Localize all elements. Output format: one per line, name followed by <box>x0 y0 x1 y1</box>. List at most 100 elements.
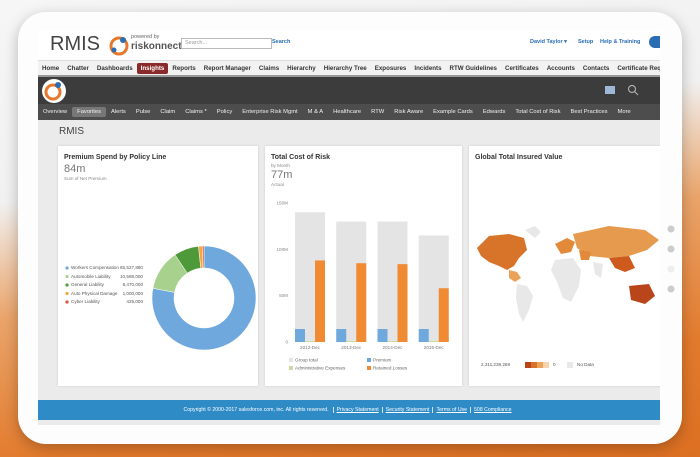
legend-label: Cyber Liability <box>71 299 100 304</box>
nav-tab[interactable]: Insights <box>136 62 169 74</box>
sub-nav-item[interactable]: Total Cost of Risk <box>515 109 561 115</box>
legend-label: General Liability <box>71 282 104 287</box>
footer-link[interactable]: Privacy Statement <box>332 407 382 413</box>
bar <box>387 341 398 342</box>
legend-swatch <box>65 291 69 296</box>
map-card: Global Total Insured Value 2,311,239,268… <box>469 146 660 386</box>
y-tick-label: 100M <box>277 247 289 252</box>
legend-label: Administrative Expenses <box>295 366 346 371</box>
search-icon[interactable] <box>627 84 639 96</box>
legend-label: Automobile Liability <box>71 273 111 279</box>
legend-swatch <box>65 266 69 270</box>
tab-bar: Home Chatter Dashboards Insights Reports Repo… <box>38 60 660 77</box>
header-link[interactable]: Setup <box>578 39 594 45</box>
legend-swatch <box>367 358 371 362</box>
y-tick-label: 0 <box>285 340 288 345</box>
sub-nav-item[interactable]: Claim <box>160 109 176 115</box>
legend-value: 1,000,000 <box>122 290 143 296</box>
bar <box>336 329 347 342</box>
page-title: RMIS <box>59 126 84 137</box>
card-title: Premium Spend by Policy Line <box>64 154 167 161</box>
sub-nav-item[interactable]: Pulse <box>135 109 151 115</box>
legend-swatch <box>65 300 69 304</box>
legend-min: 0 <box>553 362 556 367</box>
nav-tab[interactable]: Certificates <box>505 64 539 72</box>
brand-logo <box>109 36 129 56</box>
sub-nav-item[interactable]: Policy <box>216 109 233 115</box>
legend-value: 10,588,000 <box>120 273 143 279</box>
bar <box>315 260 325 342</box>
legend-no-data: No Data <box>577 362 594 367</box>
footer-link[interactable]: Security Statement <box>381 407 433 413</box>
donut-card: Premium Spend by Policy Line 84m Sum of Ne… <box>58 146 258 386</box>
tablet: RMIS powered by riskonnect Search... Sea… <box>18 12 682 444</box>
app-logo <box>42 79 66 103</box>
sub-nav-item[interactable]: RTW <box>371 109 385 115</box>
bar-chart: 0 50M 100M 150M 2012-Dec 2013-Dec 2014-Dec 2015… <box>277 201 449 371</box>
bar <box>377 329 388 342</box>
app-name: RMIS <box>50 33 100 55</box>
card-title: Total Cost of Risk <box>271 154 330 161</box>
sub-nav-item[interactable]: Best Practices <box>570 109 608 115</box>
nav-tab[interactable]: Hierarchy <box>287 64 316 72</box>
donut-slice <box>202 245 205 269</box>
legend-label: Premium <box>373 358 392 363</box>
footer-link[interactable]: Terms of Use <box>432 407 470 413</box>
nav-tab[interactable]: Accounts <box>546 64 575 72</box>
nav-tab[interactable]: Reports <box>172 64 196 72</box>
header-button[interactable] <box>649 36 660 48</box>
user-menu[interactable]: David Taylor ▾ <box>530 39 567 45</box>
nav-tab[interactable]: Certificate Requirement <box>617 64 660 72</box>
legend-swatch <box>289 366 293 370</box>
legend-max: 2,311,239,268 <box>481 362 511 367</box>
nav-tab[interactable]: Exposures <box>374 64 407 72</box>
sub-nav-item[interactable]: More <box>617 109 631 115</box>
bar <box>418 329 429 342</box>
search-button[interactable]: Search <box>272 39 291 45</box>
sub-nav: Overview Favorites Alerts Pulse Claim Claims … <box>38 104 660 120</box>
sub-nav-item[interactable]: Example Cards <box>433 109 473 115</box>
legend-label: Group total <box>295 358 318 363</box>
bar <box>397 264 408 342</box>
sub-nav-item[interactable]: Risk Aware <box>394 109 424 115</box>
nav-tab[interactable]: Chatter <box>67 64 89 72</box>
sub-nav-item[interactable]: Claims * <box>185 109 207 115</box>
bar-card: Total Cost of Risk by Month 77m Actual 0 50M 1… <box>265 146 462 386</box>
card-total: 77m <box>271 169 293 181</box>
bar <box>428 341 439 342</box>
app-icon[interactable] <box>605 86 615 94</box>
nav-tab[interactable]: Incidents <box>414 64 442 72</box>
sub-nav-item[interactable]: Alerts <box>111 109 126 115</box>
header-link[interactable]: Help & Training <box>600 39 641 45</box>
sub-nav-item[interactable]: Edwards <box>482 109 506 115</box>
nav-tab[interactable]: Report Manager <box>203 64 251 72</box>
footer-link[interactable]: 508 Compliance <box>470 407 515 413</box>
sub-nav-item[interactable]: M & A <box>307 109 324 115</box>
nav-tab[interactable]: Home <box>42 64 60 72</box>
nav-tab[interactable]: Contacts <box>582 64 610 72</box>
x-tick-label: 2013-Dec <box>341 345 362 350</box>
donut-slice <box>151 245 257 351</box>
nav-tab[interactable]: Claims <box>258 64 280 72</box>
legend-swatch <box>289 358 293 362</box>
x-tick-label: 2015-Dec <box>424 345 445 350</box>
sub-nav-item[interactable]: Enterprise Risk Mgmt <box>242 109 298 115</box>
sub-nav-item[interactable]: Healthcare <box>333 109 362 115</box>
legend-swatch <box>65 283 69 287</box>
app-band <box>38 77 660 104</box>
nav-tab[interactable]: Dashboards <box>96 64 133 72</box>
bar <box>438 288 449 342</box>
side-dots <box>667 225 675 293</box>
search-input[interactable]: Search... <box>181 38 272 49</box>
sub-nav-item[interactable]: Favorites <box>72 107 107 117</box>
footer: Copyright © 2000-2017 salesforce.com, in… <box>38 400 660 420</box>
copyright: Copyright © 2000-2017 salesforce.com, in… <box>183 407 329 413</box>
map-legend <box>525 362 573 368</box>
nav-tab[interactable]: RTW Guidelines <box>449 64 497 72</box>
legend-swatch <box>367 366 371 370</box>
legend-swatch <box>65 274 69 279</box>
nav-tab[interactable]: Hierarchy Tree <box>323 64 367 72</box>
card-subtitle: by Month <box>271 163 290 168</box>
bar <box>305 341 315 342</box>
sub-nav-item[interactable]: Overview <box>43 109 68 115</box>
